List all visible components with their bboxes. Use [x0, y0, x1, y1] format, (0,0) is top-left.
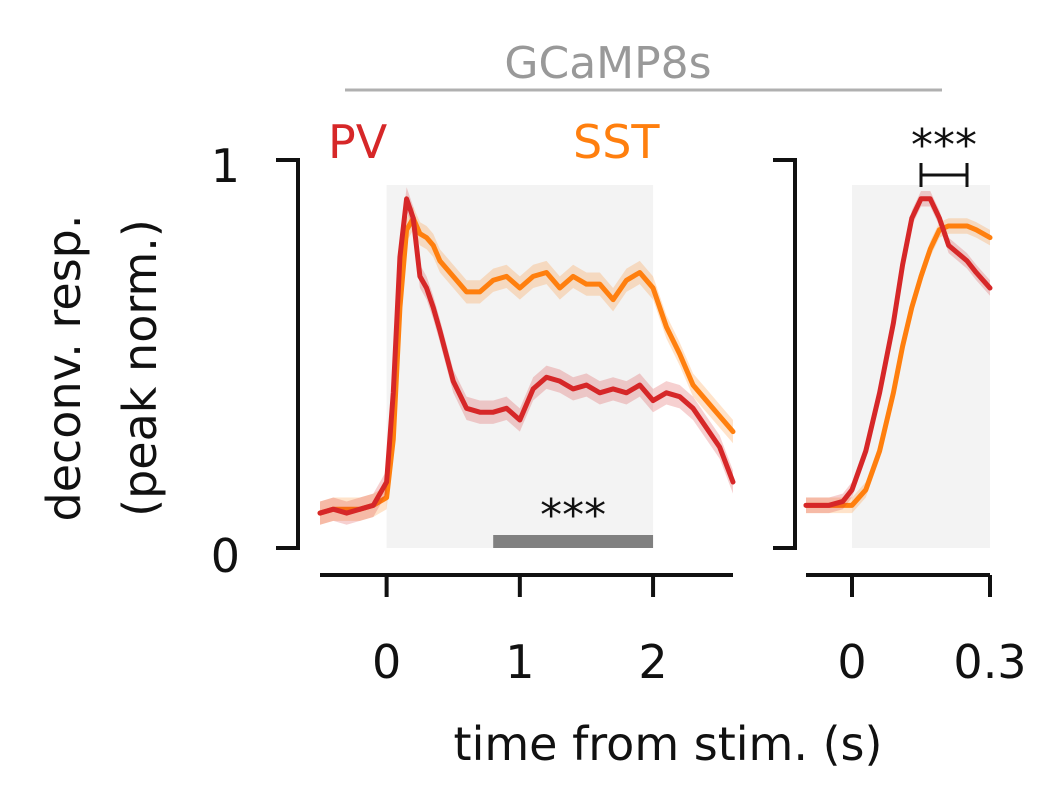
main-pv-line	[317, 196, 736, 516]
significance-label-main: ***	[540, 490, 606, 541]
inset-y-axis	[773, 158, 797, 550]
inset-x-tick-label: 0	[837, 635, 866, 689]
significance-bar-main	[493, 535, 654, 548]
inset-pv-line	[803, 196, 993, 508]
main-x-tick-label: 2	[638, 635, 667, 689]
main-x-tick-label: 1	[505, 635, 534, 689]
significance-bracket-inset	[919, 163, 969, 187]
y-tick-label-1: 1	[211, 139, 240, 193]
figure-title: GCaMP8s	[504, 38, 711, 89]
main-pv-sem-band	[320, 187, 733, 525]
inset-sst-line	[803, 223, 993, 508]
y-axis-label-line1: deconv. resp.	[37, 215, 91, 522]
main-sst-sem-band	[320, 206, 733, 525]
significance-label-inset: ***	[911, 120, 977, 171]
main-y-axis	[276, 158, 300, 550]
x-axis-label: time from stim. (s)	[454, 717, 883, 771]
y-axis-label-line2: (peak norm.)	[113, 219, 167, 517]
main-sst-line	[317, 215, 736, 516]
inset-x-tick-label: 0.3	[953, 635, 1026, 689]
legend-sst: SST	[573, 115, 660, 169]
main-x-tick-label: 0	[372, 635, 401, 689]
inset-panel: 0 0.3	[773, 158, 1027, 689]
inset-stim-window	[852, 185, 990, 548]
main-panel: 0 1 2	[276, 158, 736, 689]
y-tick-label-0: 0	[211, 529, 240, 583]
y-axis-label: deconv. resp. (peak norm.)	[37, 215, 167, 522]
legend-pv: PV	[328, 115, 388, 169]
